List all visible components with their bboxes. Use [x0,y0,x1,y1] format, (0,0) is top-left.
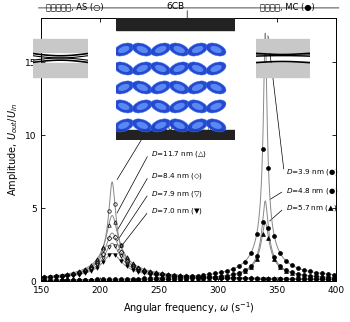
Ellipse shape [188,81,208,94]
Ellipse shape [206,43,226,56]
Text: 空気中分離, AS (○): 空気中分離, AS (○) [46,2,103,11]
Ellipse shape [174,84,185,91]
Ellipse shape [206,100,226,113]
Text: $D$=8.4 nm (◇): $D$=8.4 nm (◇) [151,171,203,181]
Text: $D$=7.9 nm (▽): $D$=7.9 nm (▽) [151,189,203,199]
Ellipse shape [151,43,171,56]
Ellipse shape [114,100,134,113]
Ellipse shape [155,65,166,72]
Ellipse shape [169,81,189,94]
Bar [256,63,310,77]
Bar [256,39,310,52]
Ellipse shape [192,84,203,91]
Text: $D$=4.8 nm (●): $D$=4.8 nm (●) [286,186,339,196]
Ellipse shape [188,100,208,113]
Ellipse shape [155,46,166,53]
Text: $D$=11.7 nm (△): $D$=11.7 nm (△) [151,149,207,159]
Ellipse shape [132,81,152,94]
Ellipse shape [151,119,171,132]
Ellipse shape [174,103,185,110]
Text: $D$=7.0 nm (▼): $D$=7.0 nm (▼) [151,206,203,216]
Ellipse shape [174,122,185,129]
Ellipse shape [118,122,130,129]
Ellipse shape [210,122,222,129]
Ellipse shape [132,43,152,56]
Ellipse shape [192,46,203,53]
Ellipse shape [132,119,152,132]
Ellipse shape [155,103,166,110]
Ellipse shape [132,62,152,75]
Ellipse shape [192,122,203,129]
Ellipse shape [192,103,203,110]
Ellipse shape [169,62,189,75]
Ellipse shape [169,43,189,56]
Ellipse shape [114,81,134,94]
Ellipse shape [210,103,222,110]
Ellipse shape [155,122,166,129]
Ellipse shape [206,81,226,94]
Ellipse shape [210,46,222,53]
Ellipse shape [118,46,130,53]
Ellipse shape [174,46,185,53]
Text: $D$=5.7 nm (▲): $D$=5.7 nm (▲) [286,203,338,213]
Ellipse shape [169,119,189,132]
Text: $D$=104.3 nm (○): $D$=104.3 nm (○) [151,123,213,133]
Ellipse shape [118,103,130,110]
Ellipse shape [118,84,130,91]
Ellipse shape [136,103,148,110]
Ellipse shape [188,62,208,75]
Ellipse shape [151,100,171,113]
Ellipse shape [114,119,134,132]
Ellipse shape [136,65,148,72]
Bar [116,130,234,140]
Ellipse shape [114,62,134,75]
Ellipse shape [192,65,203,72]
Ellipse shape [151,81,171,94]
Y-axis label: Amplitude, $U_{out}/U_{in}$: Amplitude, $U_{out}/U_{in}$ [6,103,20,196]
Ellipse shape [188,43,208,56]
Ellipse shape [132,100,152,113]
Bar [33,63,88,77]
Ellipse shape [136,122,148,129]
Ellipse shape [136,84,148,91]
Ellipse shape [169,100,189,113]
Ellipse shape [136,46,148,53]
Text: $D$=3.9 nm (●): $D$=3.9 nm (●) [286,167,339,177]
Bar [116,18,234,30]
Ellipse shape [210,65,222,72]
Ellipse shape [174,65,185,72]
Ellipse shape [188,119,208,132]
Ellipse shape [206,62,226,75]
Ellipse shape [155,84,166,91]
Ellipse shape [151,62,171,75]
Ellipse shape [210,84,222,91]
X-axis label: Angular frequency, $\omega$ (s$^{-1}$): Angular frequency, $\omega$ (s$^{-1}$) [123,301,254,317]
Ellipse shape [206,119,226,132]
Ellipse shape [118,65,130,72]
Text: 6CB: 6CB [166,2,184,11]
Ellipse shape [114,43,134,56]
Bar [33,39,88,52]
Text: 雲母接触, MC (●): 雲母接触, MC (●) [260,2,315,11]
